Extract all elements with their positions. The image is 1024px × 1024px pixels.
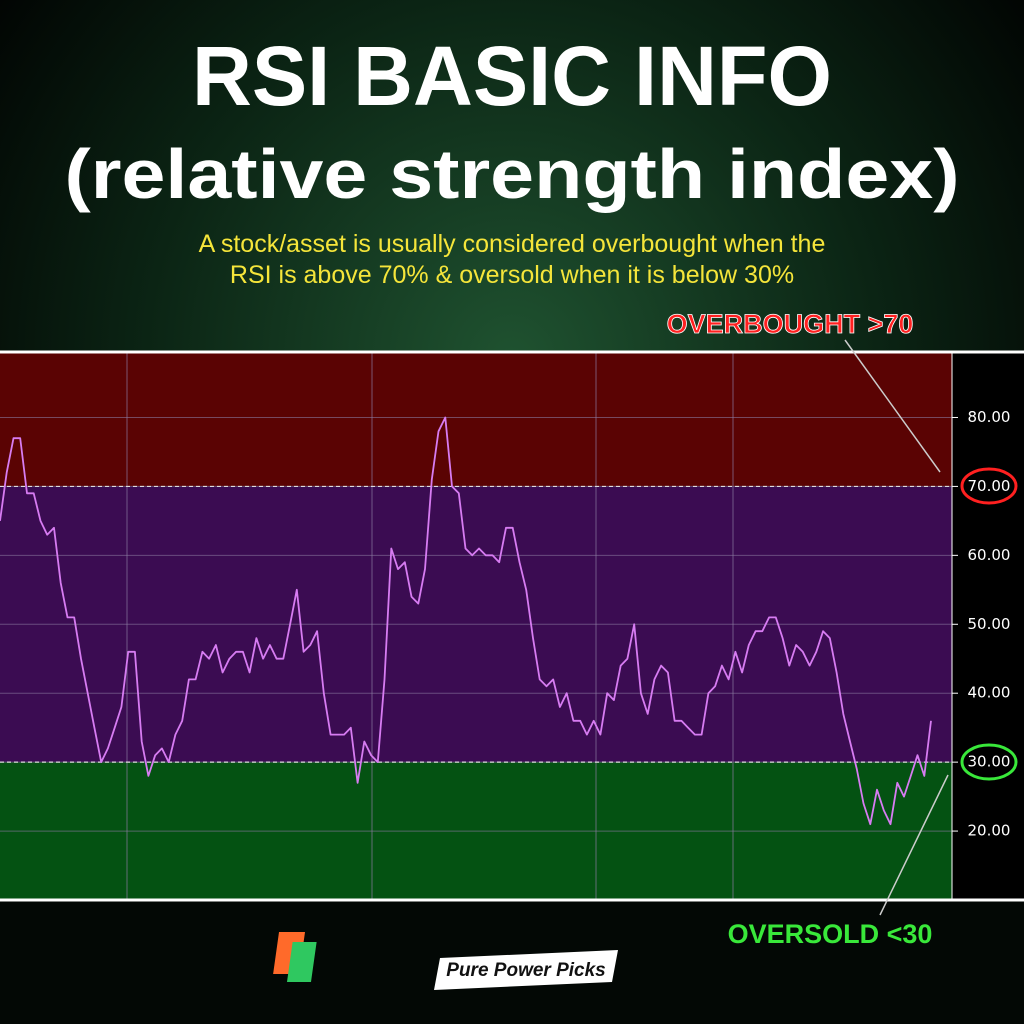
subtitle: (relative strength index) [65,135,960,213]
y-tick-label: 40.00 [968,684,1011,702]
description-line: RSI is above 70% & oversold when it is b… [230,261,794,289]
oversold-highlight [960,743,1018,781]
overbought-annotation: OVERBOUGHT >70 [667,309,914,339]
brand-logo: Pure Power Picks [273,932,618,990]
title: RSI BASIC INFO [192,29,832,123]
rsi-line [0,416,932,826]
oversold-annotation: OVERSOLD <30 [728,919,933,949]
y-tick-label: 50.00 [968,615,1011,633]
overbought-zone [0,352,952,487]
oversold-connector [879,774,949,916]
overbought-highlight [960,467,1018,505]
y-tick-label: 60.00 [968,546,1011,564]
brand-name: Pure Power Picks [446,960,605,981]
axis-panel [952,352,1024,900]
y-tick-label: 30.00 [968,753,1011,771]
overbought-connector [844,339,941,473]
logo-shape [286,942,317,982]
y-tick-label: 80.00 [968,408,1011,426]
description-line: A stock/asset is usually considered over… [199,230,826,258]
logo-banner [434,950,618,990]
y-tick-label: 20.00 [968,822,1011,840]
y-tick-label: 70.00 [968,477,1011,495]
plot-area: 20.00 30.00 40.00 50.00 60.00 70.00 80.00 [0,350,1024,902]
